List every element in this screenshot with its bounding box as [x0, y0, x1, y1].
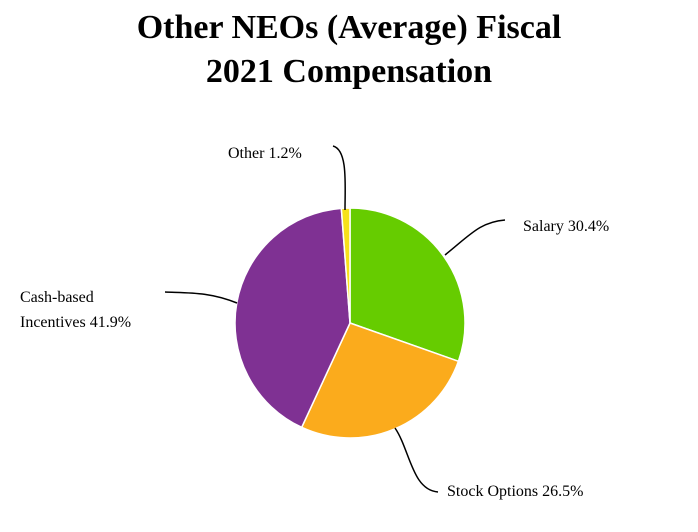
slice-label: Other 1.2% [228, 141, 302, 166]
leader-line [394, 427, 439, 493]
value-label: 30.4% [567, 218, 610, 235]
leader-lines [164, 145, 506, 493]
category-label: Salary [523, 218, 564, 235]
category-label: Cash-based Incentives [20, 289, 94, 331]
value-label: 26.5% [542, 483, 584, 500]
chart-title: Other NEOs (Average) Fiscal 2021 Compens… [136, 9, 562, 90]
pie [234, 207, 466, 439]
leader-line [332, 145, 346, 211]
value-label: 1.2% [268, 145, 302, 162]
category-label: Other [228, 145, 265, 162]
slice-label: Salary 30.4% [523, 214, 609, 239]
value-label: 41.9% [89, 314, 132, 331]
slice-label: Cash-based Incentives 41.9% [20, 285, 160, 335]
category-label: Stock Options [447, 483, 539, 500]
leader-line [444, 219, 506, 256]
pie-slice [300, 322, 460, 439]
leader-line [164, 291, 238, 304]
pie-slice [349, 207, 466, 363]
slice-label: Stock Options 26.5% [447, 479, 583, 504]
